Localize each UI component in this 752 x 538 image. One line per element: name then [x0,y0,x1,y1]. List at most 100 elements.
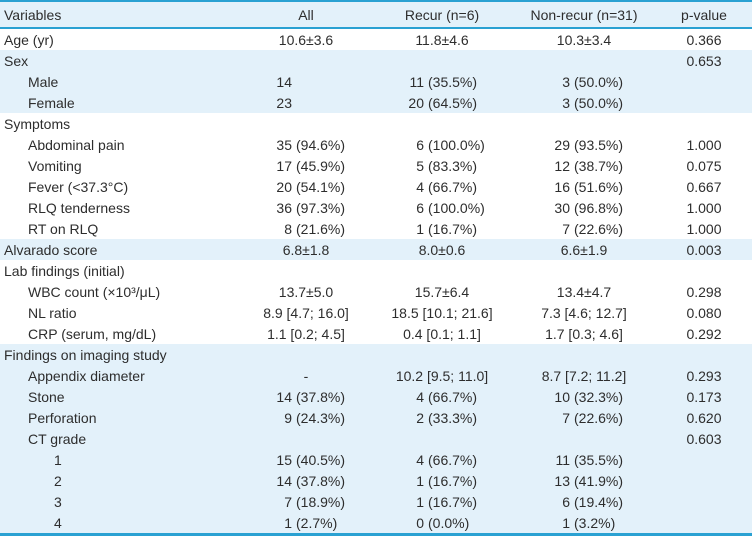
column-header-p-value: p-value [681,6,727,23]
table-row: Symptoms [0,113,752,134]
percent-value: (24.3%) [296,409,346,426]
row-label: CRP (serum, mg/dL) [28,325,157,342]
table-row: Abdominal pain 35 (94.6%) 6 (100.0%) 29 (93.5%… [0,134,752,155]
percent-value: (2.7%) [296,514,338,531]
cell-nonrecur: 16 (51.6%) [512,179,656,195]
row-label: Symptoms [4,115,71,132]
row-label: Age (yr) [4,31,54,48]
percent-value: (37.8%) [296,472,346,489]
cell-all: 20 (54.1%) [240,179,372,195]
cell-p-value: 1.000 [686,136,722,153]
cell-all: 1.1 [0.2; 4.5] [267,325,345,342]
row-label: Lab findings (initial) [4,262,125,279]
table-row: Male 14 11 (35.5%) 3 (50.0%) [0,71,752,92]
percent-value: (3.2%) [574,514,616,531]
count-value: 3 [562,73,570,90]
count-value: 29 [554,136,570,153]
cell-p-value: 0.075 [686,157,722,174]
cell-all: 14 [240,74,372,90]
cell-all: 14 (37.8%) [240,389,372,405]
cell-recur: 15.7±6.4 [414,283,470,300]
cell-all: 13.7±5.0 [278,283,334,300]
percent-value: (66.7%) [428,388,478,405]
cell-nonrecur: 6 (19.4%) [512,494,656,510]
table-row: Lab findings (initial) [0,260,752,281]
cell-nonrecur: 3 (50.0%) [512,74,656,90]
cell-nonrecur: 10.3±3.4 [556,31,612,48]
count-value: 2 [416,409,424,426]
count-value: 4 [416,388,424,405]
count-value: 1 [416,472,424,489]
count-value: 23 [276,94,292,111]
cell-nonrecur: 8.7 [7.2; 11.2] [541,367,627,384]
cell-p-value: 0.293 [686,367,722,384]
cell-recur: 4 (66.7%) [372,179,512,195]
table-row: Perforation 9 (24.3%) 2 (33.3%) 7 (22.6%) 0.620 [0,407,752,428]
cell-recur: 0 (0.0%) [372,515,512,531]
cell-recur: 1 (16.7%) [372,221,512,237]
cell-p-value: 0.667 [686,178,722,195]
row-label: Stone [28,388,65,405]
percent-value: (18.9%) [296,493,346,510]
cell-nonrecur: 3 (50.0%) [512,95,656,111]
cell-all: 17 (45.9%) [240,158,372,174]
cell-nonrecur: 10 (32.3%) [512,389,656,405]
percent-value: (97.3%) [296,199,346,216]
percent-value: (64.5%) [428,94,478,111]
count-value: 20 [408,94,424,111]
cell-nonrecur: 1.7 [0.3; 4.6] [545,325,623,342]
cell-p-value: 0.620 [686,409,722,426]
table-row: Findings on imaging study [0,344,752,365]
cell-nonrecur: 12 (38.7%) [512,158,656,174]
cell-all: 36 (97.3%) [240,200,372,216]
percent-value: (32.3%) [574,388,624,405]
cell-recur: 11 (35.5%) [372,74,512,90]
count-value: 14 [276,73,292,90]
count-value: 4 [416,451,424,468]
percent-value: (35.5%) [574,451,624,468]
cell-recur: 11.8±4.6 [415,31,469,48]
count-value: 20 [276,178,292,195]
table-row: 2 14 (37.8%) 1 (16.7%) 13 (41.9%) [0,470,752,491]
cell-recur: 8.0±0.6 [418,241,466,258]
percent-value: (45.9%) [296,157,346,174]
cell-all: 8 (21.6%) [240,221,372,237]
cell-p-value: 0.653 [686,52,722,69]
percent-value: (16.7%) [428,472,478,489]
count-value: 1 [284,514,292,531]
percent-value: (83.3%) [428,157,478,174]
count-value: 13 [554,472,570,489]
cell-all: 15 (40.5%) [240,452,372,468]
table-row: 3 7 (18.9%) 1 (16.7%) 6 (19.4%) [0,491,752,512]
row-label: Sex [4,52,29,69]
count-value: 3 [562,94,570,111]
percent-value: (94.6%) [296,136,346,153]
count-value: 16 [554,178,570,195]
count-value: 6 [416,136,424,153]
table-row: Sex 0.653 [0,50,752,71]
cell-p-value: 0.292 [686,325,722,342]
percent-value: (0.0%) [428,514,470,531]
percent-value: (37.8%) [296,388,346,405]
cell-all: 6.8±1.8 [282,241,330,258]
count-value: 12 [554,157,570,174]
cell-all: - [303,367,309,384]
cell-p-value: 0.080 [686,304,722,321]
percent-value: (100.0%) [428,199,485,216]
cell-recur: 2 (33.3%) [372,410,512,426]
percent-value: (66.7%) [428,451,478,468]
row-label: Vomiting [28,157,82,174]
percent-value: (33.3%) [428,409,478,426]
count-value: 5 [416,157,424,174]
percent-value: (21.6%) [296,220,346,237]
row-label: Alvarado score [4,241,98,258]
table-row: Appendix diameter - 10.2 [9.5; 11.0] 8.7 [7… [0,365,752,386]
percent-value: (16.7%) [428,220,478,237]
cell-all: 1 (2.7%) [240,515,372,531]
percent-value: (51.6%) [574,178,624,195]
percent-value: (93.5%) [574,136,624,153]
percent-value: (22.6%) [574,409,624,426]
percent-value: (40.5%) [296,451,346,468]
percent-value: (16.7%) [428,493,478,510]
